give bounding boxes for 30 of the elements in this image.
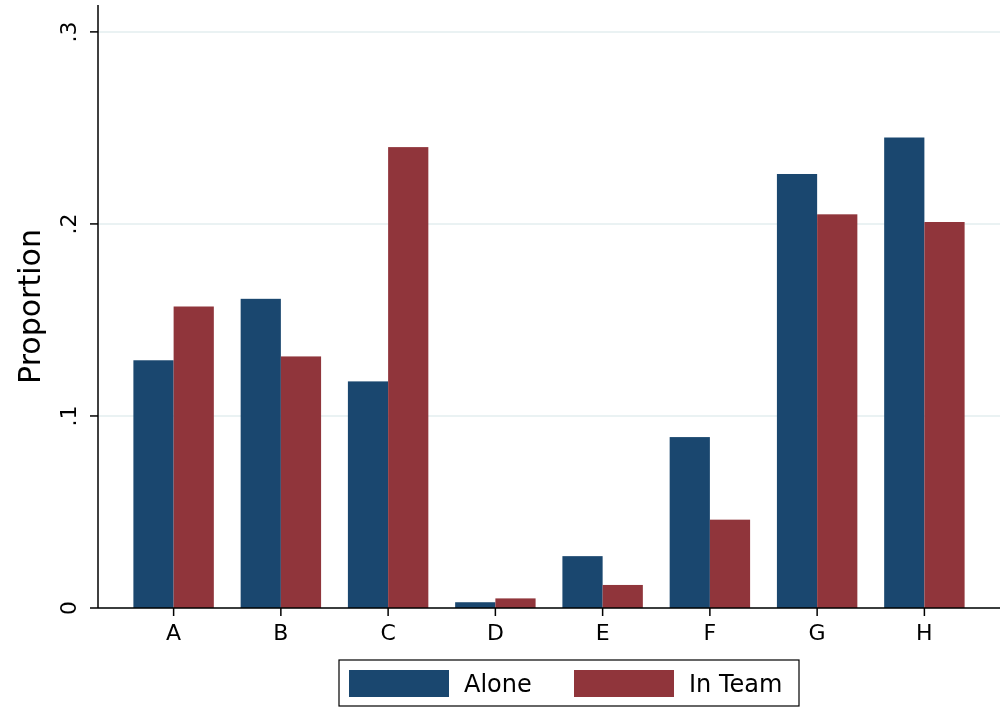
bar (924, 222, 965, 608)
x-tick-label: B (273, 620, 289, 645)
x-tick-label: F (703, 620, 717, 645)
x-tick-label: D (486, 620, 504, 645)
bar (562, 556, 603, 608)
bar (173, 306, 214, 608)
y-tick-label: 0 (56, 601, 81, 615)
bar (347, 381, 389, 608)
bar (388, 147, 429, 608)
bar (884, 137, 925, 608)
bar (709, 519, 751, 608)
bar (495, 598, 536, 608)
bar (669, 437, 710, 608)
x-tick-label: E (595, 620, 610, 645)
legend-label: In Team (689, 670, 783, 698)
bar (817, 214, 858, 608)
x-tick-label: H (916, 620, 933, 645)
x-tick-label: C (380, 620, 396, 645)
bar (280, 356, 322, 608)
y-axis-title: Proportion (12, 229, 47, 384)
bar (133, 360, 174, 608)
y-tick-label: .3 (56, 21, 81, 43)
y-tick-label: .1 (56, 405, 81, 427)
x-tick-label: G (808, 620, 826, 645)
bar (776, 173, 818, 608)
x-tick-label: A (166, 620, 182, 645)
bar (240, 298, 281, 608)
y-tick-label: .2 (56, 213, 81, 235)
legend-label: Alone (464, 670, 532, 698)
bar (602, 584, 643, 608)
